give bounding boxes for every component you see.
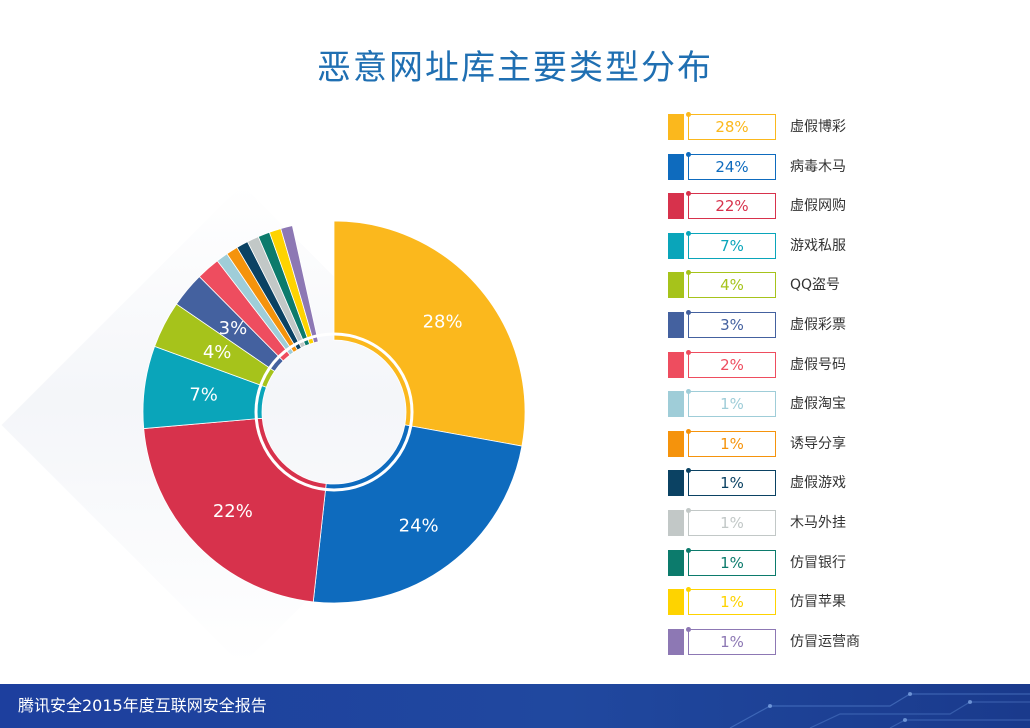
legend-label: 仿冒运营商: [790, 633, 860, 650]
legend-swatch: [668, 510, 684, 536]
slice-value-label: 7%: [189, 385, 218, 406]
legend-item: 1% 虚假淘宝: [668, 389, 988, 418]
legend-label: 虚假淘宝: [790, 396, 846, 413]
slice-value-label: 24%: [399, 515, 439, 536]
legend-value: 24%: [686, 151, 776, 180]
legend-label: 虚假博彩: [790, 119, 846, 135]
legend-value: 1%: [686, 428, 776, 457]
legend-label: 仿冒苹果: [790, 594, 846, 611]
legend-dot-icon: [686, 626, 691, 632]
legend-item: 3% 虚假彩票: [668, 310, 988, 338]
legend-item: 1% 仿冒运营商: [668, 626, 988, 655]
legend-dot-icon: [686, 468, 691, 474]
legend-value: 1%: [686, 508, 776, 536]
legend-swatch: [668, 391, 684, 418]
legend-value: 2%: [686, 349, 776, 378]
legend-swatch: [668, 470, 684, 497]
legend-swatch: [668, 114, 684, 140]
legend-item: 1% 仿冒苹果: [668, 587, 988, 616]
legend-swatch: [668, 589, 684, 616]
legend-dot-icon: [686, 508, 691, 513]
legend-item: 22% 虚假网购: [668, 191, 988, 220]
legend-dot-icon: [686, 230, 691, 236]
legend-value: 22%: [686, 191, 776, 220]
slice-value-label: 4%: [203, 342, 232, 363]
legend-dot-icon: [686, 587, 691, 593]
legend-value: 1%: [686, 626, 776, 655]
slice-value-label: 28%: [423, 311, 463, 332]
legend-label: QQ盗号: [790, 277, 841, 294]
legend-label: 诱导分享: [790, 435, 846, 452]
slice-value-label: 3%: [219, 318, 248, 339]
legend-label: 游戏私服: [790, 237, 846, 254]
legend-swatch: [668, 351, 684, 378]
legend-value: 1%: [686, 547, 776, 576]
legend-swatch: [668, 430, 684, 457]
legend-label: 虚假彩票: [790, 317, 846, 333]
legend-swatch: [668, 549, 684, 576]
legend-swatch: [668, 628, 684, 655]
legend-value: 1%: [686, 587, 776, 616]
legend-dot-icon: [686, 191, 691, 197]
legend-dot-icon: [686, 151, 691, 157]
legend-dot-icon: [686, 389, 691, 395]
footer-bar: 腾讯安全2015年度互联网安全报告: [0, 684, 1030, 728]
legend-value: 4%: [686, 270, 776, 299]
legend-dot-icon: [686, 310, 691, 315]
legend-dot-icon: [686, 547, 691, 553]
legend-dot-icon: [686, 112, 691, 117]
legend-item: 28% 虚假博彩: [668, 112, 988, 140]
legend-swatch: [668, 232, 684, 259]
legend-swatch: [668, 193, 684, 220]
legend-value: 7%: [686, 230, 776, 259]
donut-chart: 28% 24% 22% 7% 4% 3%: [142, 220, 526, 604]
legend-swatch: [668, 153, 684, 180]
legend-dot-icon: [686, 349, 691, 355]
legend-label: 仿冒银行: [790, 554, 846, 571]
legend-item: 1% 木马外挂: [668, 508, 988, 536]
legend-swatch: [668, 312, 684, 338]
legend-dot-icon: [686, 270, 691, 276]
slice-1: [333, 220, 526, 447]
legend-dot-icon: [686, 428, 691, 434]
legend-label: 虚假游戏: [790, 475, 846, 492]
footer-text: 腾讯安全2015年度互联网安全报告: [18, 696, 267, 715]
legend-item: 1% 虚假游戏: [668, 468, 988, 497]
inner-ring: [254, 332, 414, 492]
legend-item: 24% 病毒木马: [668, 151, 988, 180]
chart-title: 恶意网址库主要类型分布: [317, 48, 713, 88]
legend-value: 1%: [686, 468, 776, 497]
legend-label: 木马外挂: [790, 515, 846, 531]
legend-item: 4% QQ盗号: [668, 270, 988, 299]
circuit-decoration: [729, 692, 1030, 728]
legend-item: 2% 虚假号码: [668, 349, 988, 378]
slice-value-label: 22%: [213, 501, 253, 522]
legend-item: 1% 仿冒银行: [668, 547, 988, 576]
legend-value: 28%: [686, 112, 776, 140]
slice-14: [280, 225, 319, 344]
legend-label: 虚假号码: [790, 356, 846, 373]
slice-2: [312, 424, 523, 604]
legend-label: 病毒木马: [790, 158, 846, 175]
legend-swatch: [668, 272, 684, 299]
slice-3: [143, 417, 327, 603]
legend-label: 虚假网购: [790, 198, 846, 215]
legend-value: 1%: [686, 389, 776, 418]
legend-item: 1% 诱导分享: [668, 428, 988, 457]
legend-value: 3%: [686, 310, 776, 338]
legend-item: 7% 游戏私服: [668, 230, 988, 259]
